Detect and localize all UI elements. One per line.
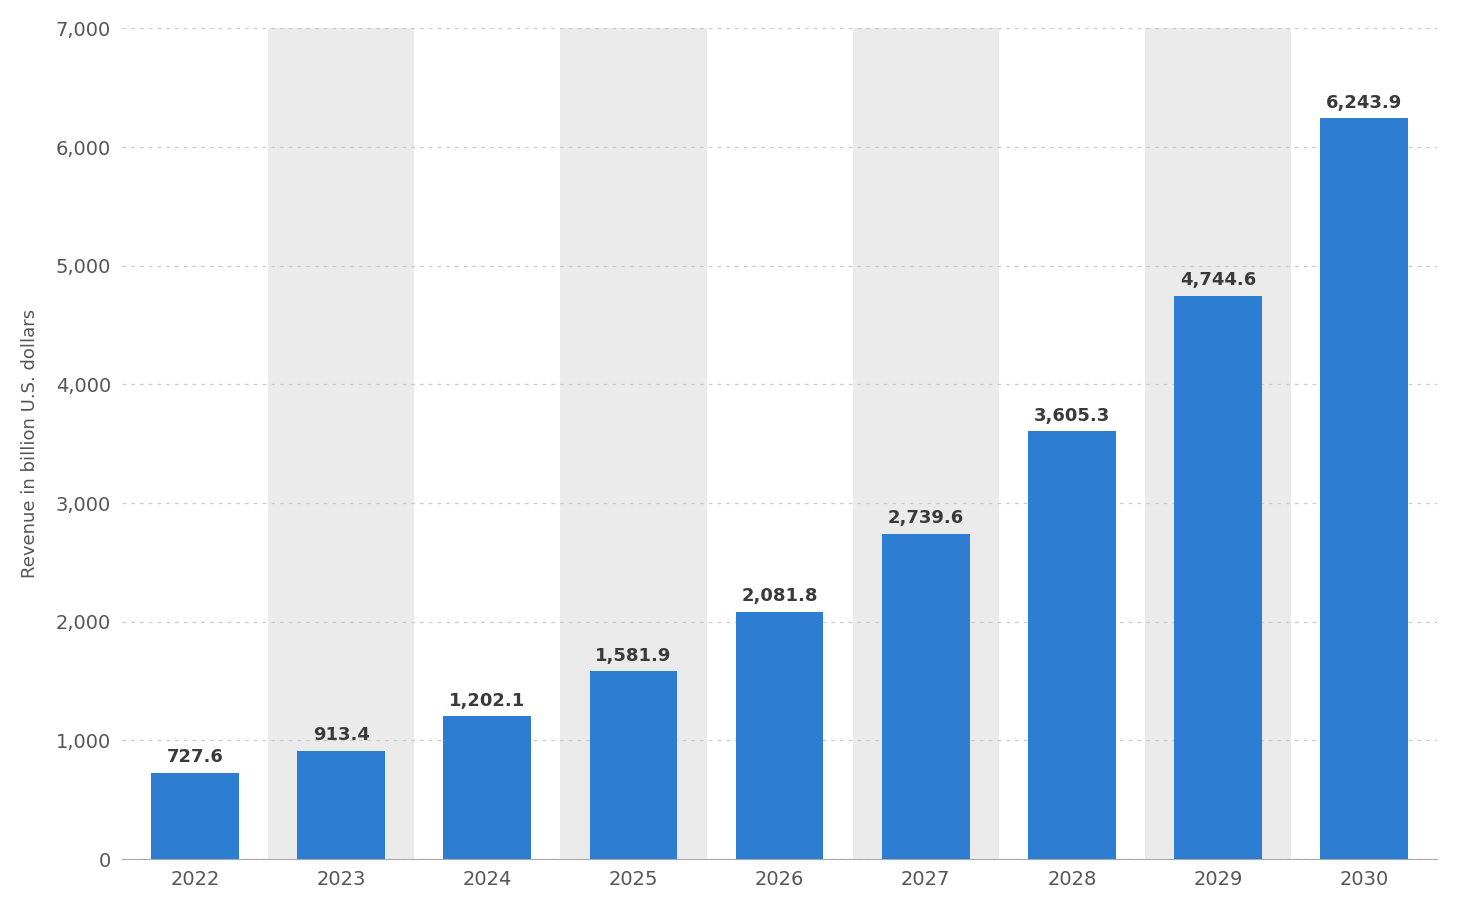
Bar <box>152 773 239 859</box>
Bar <box>1145 28 1290 859</box>
Bar <box>1321 118 1408 859</box>
Bar <box>736 612 824 859</box>
Text: 1,202.1: 1,202.1 <box>449 692 525 710</box>
Text: 4,744.6: 4,744.6 <box>1180 271 1257 289</box>
Bar <box>1028 431 1115 859</box>
Bar <box>560 28 707 859</box>
Text: 913.4: 913.4 <box>313 726 370 744</box>
Y-axis label: Revenue in billion U.S. dollars: Revenue in billion U.S. dollars <box>20 309 39 578</box>
Text: 3,605.3: 3,605.3 <box>1034 407 1110 425</box>
Bar <box>297 751 385 859</box>
Bar <box>589 672 678 859</box>
Text: 2,739.6: 2,739.6 <box>888 510 964 528</box>
Text: 727.6: 727.6 <box>166 748 223 766</box>
Text: 6,243.9: 6,243.9 <box>1325 94 1403 112</box>
Text: 2,081.8: 2,081.8 <box>741 588 818 605</box>
Bar <box>443 716 531 859</box>
Bar <box>882 534 970 859</box>
Bar <box>268 28 414 859</box>
Bar <box>1174 296 1261 859</box>
Text: 1,581.9: 1,581.9 <box>595 647 672 665</box>
Bar <box>853 28 999 859</box>
